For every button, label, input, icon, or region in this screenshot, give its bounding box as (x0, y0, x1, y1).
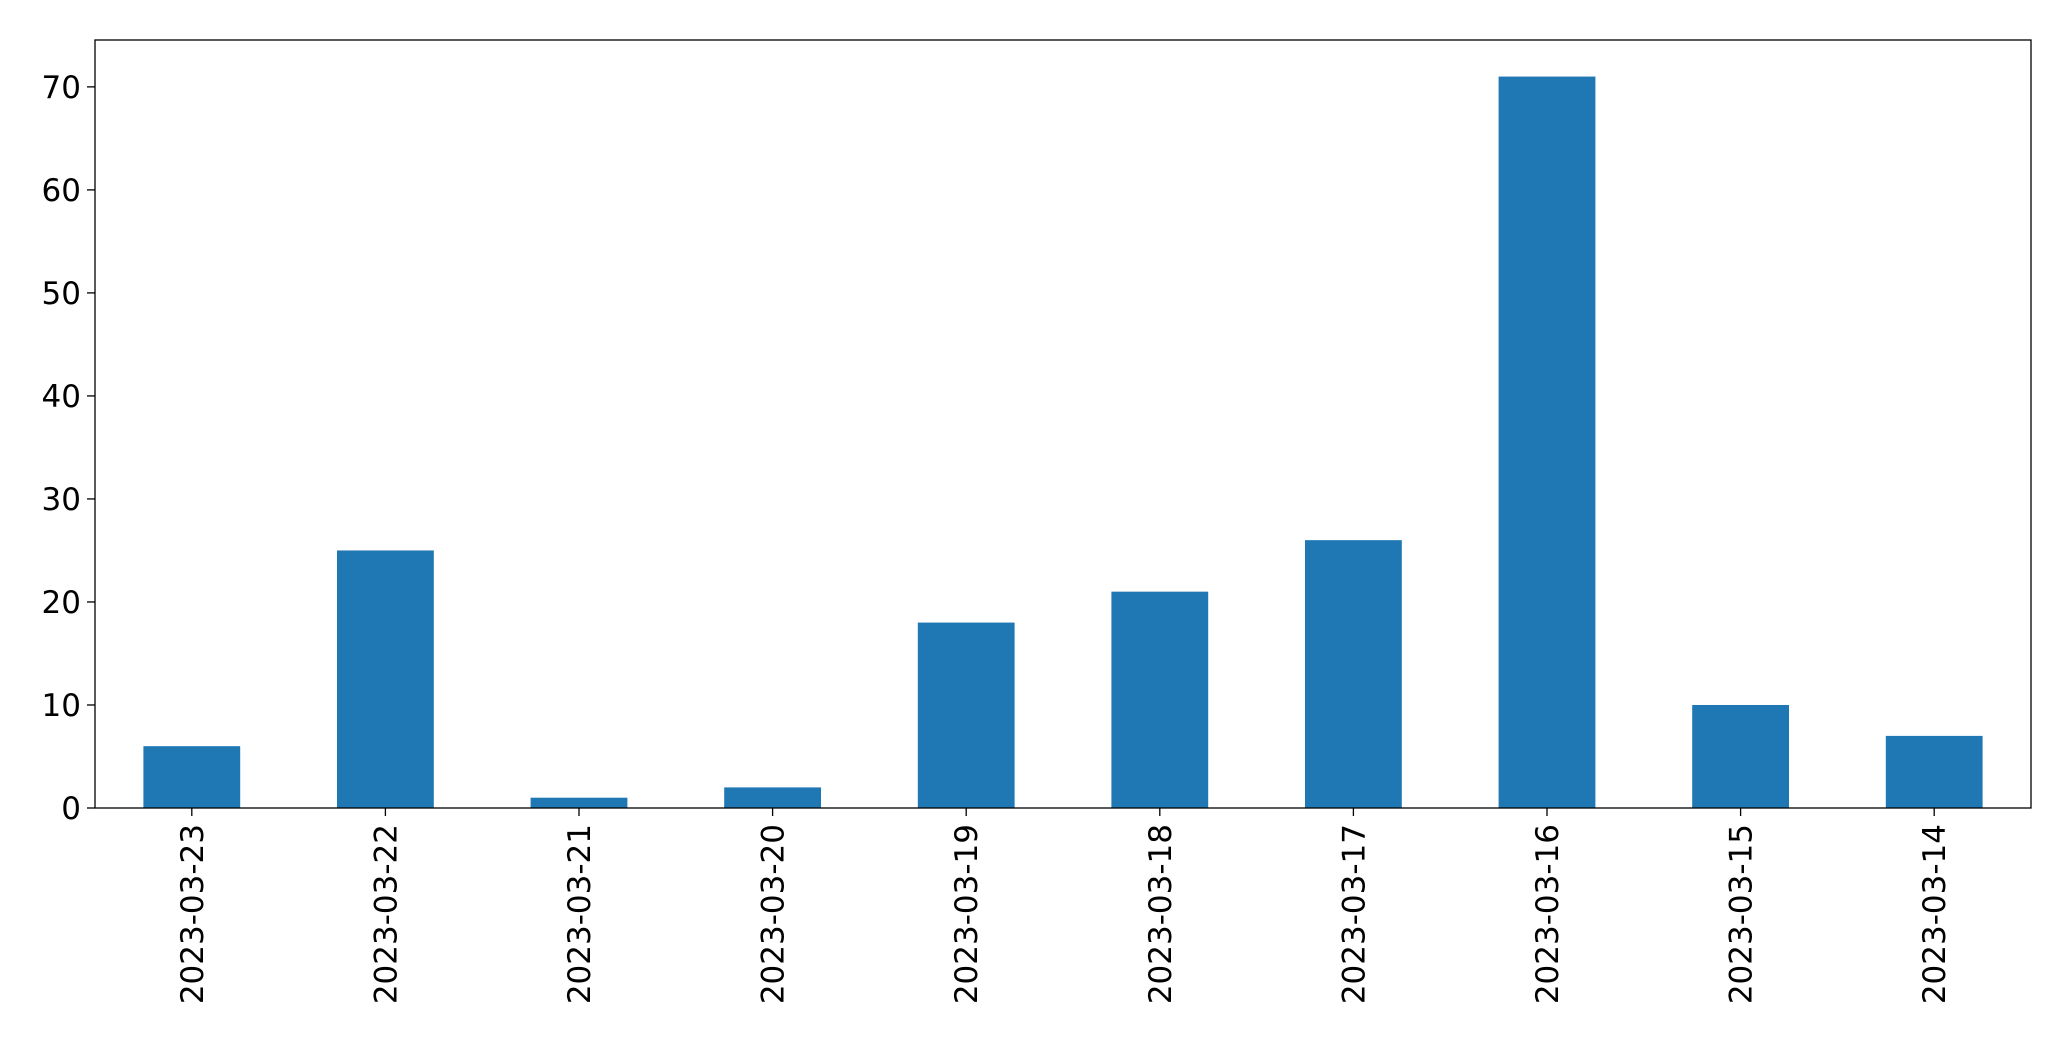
y-tick-label: 50 (42, 276, 81, 312)
y-tick-label: 10 (42, 688, 81, 724)
x-tick-label: 2023-03-23 (175, 824, 211, 1004)
bar (724, 787, 821, 808)
bar (1111, 591, 1209, 808)
y-tick-label: 20 (42, 585, 81, 621)
x-tick-label: 2023-03-22 (368, 824, 404, 1004)
x-tick-label: 2023-03-20 (756, 824, 792, 1004)
bar (1692, 704, 1789, 808)
bar (143, 746, 241, 808)
bar (1498, 76, 1596, 809)
plot-frame (94, 39, 2032, 809)
bar (1305, 540, 1402, 808)
x-tick-label: 2023-03-18 (1143, 824, 1179, 1004)
x-tick-label: 2023-03-19 (949, 824, 985, 1004)
bar (530, 797, 628, 808)
x-tick-label: 2023-03-14 (1917, 824, 1953, 1004)
bar (1885, 735, 1983, 808)
y-tick-label: 60 (42, 173, 81, 209)
x-tick-label: 2023-03-21 (562, 824, 598, 1004)
x-tick-label: 2023-03-17 (1336, 824, 1372, 1004)
y-tick-label: 30 (42, 482, 81, 518)
bar (917, 622, 1015, 808)
y-tick-label: 70 (42, 70, 81, 106)
bar (337, 550, 434, 808)
x-tick-label: 2023-03-16 (1530, 824, 1566, 1004)
x-tick-label: 2023-03-15 (1724, 824, 1760, 1004)
y-tick-label: 40 (42, 379, 81, 415)
y-tick-label: 0 (61, 791, 81, 827)
